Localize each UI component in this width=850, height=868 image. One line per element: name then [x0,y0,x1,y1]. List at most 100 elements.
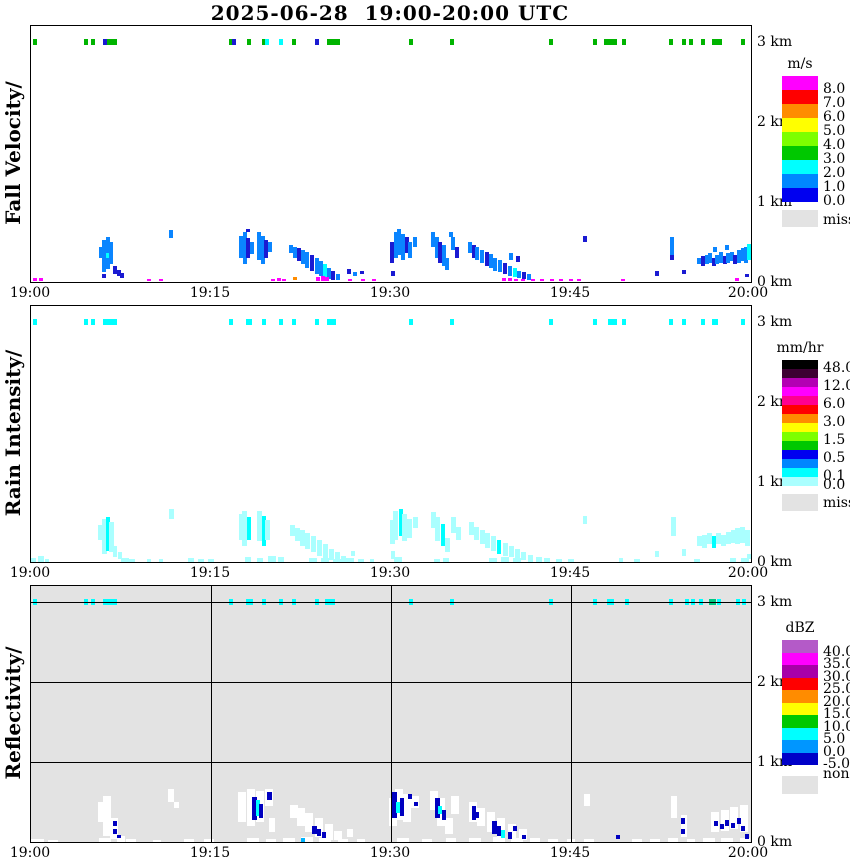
time-label: 19:00 [9,565,51,581]
rain-intensity-cell [31,558,37,562]
rain-intensity-cell [401,514,407,542]
rain-intensity-top-tick [330,319,337,325]
reflectivity-cell [714,821,719,826]
rain-intensity-cell [299,530,305,546]
rain-intensity-cell [450,517,456,534]
fall-velocity-cell [485,251,489,266]
fall-velocity-cell [250,242,255,254]
rain-intensity-cell [316,539,322,556]
reflectivity-cell [632,839,642,842]
reflectivity-cell [396,802,401,814]
rain-intensity-top-tick [107,319,114,325]
reflectivity-cell [522,834,527,839]
fall-velocity-top-tick [450,39,455,45]
rain-intensity-cell [701,534,707,548]
reflectivity-cell [289,805,298,818]
reflectivity-cell [301,837,313,842]
rain-intensity-cell [655,550,660,558]
fall-velocity-top-tick [278,39,283,45]
reflectivity-cell [438,806,443,814]
reflectivity-cell [305,813,314,833]
reflectivity-cell [745,834,750,839]
fall-velocity-cell [475,246,480,260]
fall-velocity-cell [509,253,513,260]
fall-velocity-cell [527,274,531,280]
rain-intensity-cell [358,558,364,562]
reflectivity-cell [511,838,523,842]
reflectivity-cell [497,826,501,836]
fall-velocity-cell [737,250,741,263]
colorbar-value-label: 48.0 [823,360,850,376]
rain-intensity-cell [245,557,252,562]
fall-velocity-cell [113,266,117,274]
reflectivity-cell [251,797,257,820]
colorbar-cell [782,677,818,690]
reflectivity-cell [399,798,404,817]
fall-velocity-cell [583,235,588,242]
reflectivity-cell [255,800,260,816]
reflectivity-cell [725,819,729,826]
gridline-1930 [391,586,392,842]
fall-velocity-cell [309,254,314,271]
colorbar-value-label: 6.0 [823,109,846,125]
rain-intensity-cell [670,517,676,537]
reflectivity-cell [584,838,594,842]
time-label: 19:15 [189,845,231,861]
rain-intensity-top-tick [84,319,89,325]
fall-velocity-cell [39,278,44,282]
rain-intensity-cell [746,554,751,559]
fall-velocity-cell [397,229,402,255]
colorbar-unit-label: dBZ [785,620,815,636]
reflectivity-cell [444,818,453,834]
reflectivity-cell [173,802,179,809]
rain-intensity-cell [108,522,114,553]
colorbar-cell [782,441,818,450]
fall-velocity-cell [282,278,287,282]
rain-intensity-top-tick [740,319,745,325]
colorbar-cell [782,132,818,146]
colorbar-value-label: 4.0 [823,137,846,153]
reflectivity-cell [117,835,125,842]
colorbar-cell [782,146,818,160]
reflectivity-cell [125,839,136,842]
colorbar-cell [782,432,818,441]
rain-intensity-cell [406,518,412,538]
colorbar-cell [782,387,818,396]
reflectivity-cell [740,826,745,831]
time-label: 19:15 [189,565,231,581]
rain-intensity-cell [716,533,722,545]
rain-intensity-cell [479,530,485,545]
reflectivity-cell [475,811,480,818]
reflectivity-cell [319,838,331,842]
fall-velocity-cell [493,258,498,271]
colorbar-cell [782,160,818,174]
fall-velocity-cell [413,237,417,247]
fall-velocity-top-tick [336,39,341,45]
colorbar-cell [782,118,818,132]
fall-velocity-cell [372,278,377,282]
reflectivity-cell [469,838,481,842]
reflectivity-cell [324,824,333,840]
reflectivity-cell [283,838,295,842]
reflectivity-cell [116,834,121,838]
colorbar-value-label: 7.0 [823,95,846,111]
fall-velocity-cell [517,270,522,278]
rain-intensity-top-tick [668,319,673,325]
reflectivity-cell [184,838,195,842]
rain-intensity-top-tick [32,319,37,325]
reflectivity-cell [680,818,685,825]
fall-velocity-cell [681,270,686,274]
colorbar-value-label: 10.0 [823,718,850,735]
fall-velocity-cell [549,279,554,282]
rain-intensity-cell [128,558,135,562]
fall-velocity-cell [257,231,261,260]
colorbar-value-label: 0.0 [823,743,846,760]
colorbar-cell [782,174,818,188]
fall-velocity-cell [314,258,319,274]
reflectivity-cell [392,792,398,818]
colorbar-value-label: 3.0 [823,414,846,430]
colorbar-cell [782,477,818,486]
fall-velocity-cell [503,262,507,274]
fall-velocity-cell [577,279,582,282]
reflectivity-axis-title: Reflectivity/ [1,646,25,780]
